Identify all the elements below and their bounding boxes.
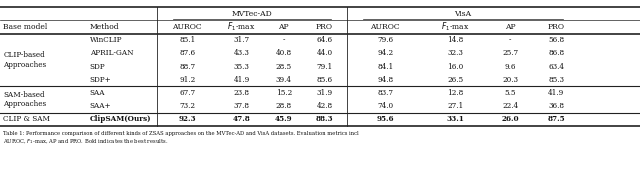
Text: CLIP-based
Approaches: CLIP-based Approaches <box>3 51 46 69</box>
Text: 35.3: 35.3 <box>234 63 250 71</box>
Text: 36.8: 36.8 <box>548 102 564 110</box>
Text: 64.6: 64.6 <box>316 36 333 44</box>
Text: AP: AP <box>505 23 516 31</box>
Text: 31.9: 31.9 <box>316 89 333 97</box>
Text: 31.7: 31.7 <box>234 36 250 44</box>
Text: PRO: PRO <box>548 23 564 31</box>
Text: 45.9: 45.9 <box>275 115 292 123</box>
Text: 20.3: 20.3 <box>502 76 518 84</box>
Text: 40.8: 40.8 <box>276 49 292 57</box>
Text: CLIP & SAM: CLIP & SAM <box>3 115 50 123</box>
Text: 83.7: 83.7 <box>378 89 394 97</box>
Text: 14.8: 14.8 <box>447 36 464 44</box>
Text: SDP: SDP <box>90 63 105 71</box>
Text: WinCLIP: WinCLIP <box>90 36 122 44</box>
Text: 86.8: 86.8 <box>548 49 564 57</box>
Text: -: - <box>509 36 511 44</box>
Text: 41.9: 41.9 <box>548 89 564 97</box>
Text: 33.1: 33.1 <box>447 115 465 123</box>
Text: $F_1$-max: $F_1$-max <box>442 21 470 33</box>
Text: 88.7: 88.7 <box>179 63 195 71</box>
Text: 92.3: 92.3 <box>179 115 196 123</box>
Text: 85.3: 85.3 <box>548 76 564 84</box>
Text: 73.2: 73.2 <box>179 102 195 110</box>
Text: SAA: SAA <box>90 89 105 97</box>
Text: 94.2: 94.2 <box>377 49 394 57</box>
Text: 9.6: 9.6 <box>505 63 516 71</box>
Text: 63.4: 63.4 <box>548 63 564 71</box>
Text: 32.3: 32.3 <box>448 49 463 57</box>
Text: Base model: Base model <box>3 23 47 31</box>
Text: 5.5: 5.5 <box>505 89 516 97</box>
Text: 26.0: 26.0 <box>502 115 519 123</box>
Text: 25.7: 25.7 <box>502 49 518 57</box>
Text: 15.2: 15.2 <box>276 89 292 97</box>
Text: 79.6: 79.6 <box>377 36 394 44</box>
Text: $F_1$-max: $F_1$-max <box>227 21 256 33</box>
Text: 27.1: 27.1 <box>447 102 464 110</box>
Text: 43.3: 43.3 <box>234 49 250 57</box>
Text: 87.5: 87.5 <box>547 115 565 123</box>
Text: -: - <box>283 36 285 44</box>
Text: 94.8: 94.8 <box>377 76 394 84</box>
Text: Table 1: Performance comparison of different kinds of ZSAS approaches on the MVT: Table 1: Performance comparison of diffe… <box>3 131 359 146</box>
Text: 79.1: 79.1 <box>316 63 333 71</box>
Text: 47.8: 47.8 <box>233 115 250 123</box>
Text: 91.2: 91.2 <box>179 76 195 84</box>
Text: 84.1: 84.1 <box>377 63 394 71</box>
Text: 44.0: 44.0 <box>316 49 333 57</box>
Text: 16.0: 16.0 <box>447 63 464 71</box>
Text: 95.6: 95.6 <box>376 115 394 123</box>
Text: SDP+: SDP+ <box>90 76 111 84</box>
Text: 74.0: 74.0 <box>377 102 394 110</box>
Text: ClipSAM(Ours): ClipSAM(Ours) <box>90 115 151 123</box>
Text: 85.6: 85.6 <box>316 76 333 84</box>
Text: VisA: VisA <box>454 10 472 18</box>
Text: 41.9: 41.9 <box>234 76 250 84</box>
Text: 56.8: 56.8 <box>548 36 564 44</box>
Text: Method: Method <box>90 23 119 31</box>
Text: 88.3: 88.3 <box>316 115 333 123</box>
Text: 42.8: 42.8 <box>316 102 333 110</box>
Text: PRO: PRO <box>316 23 333 31</box>
Text: 85.1: 85.1 <box>179 36 195 44</box>
Text: 28.5: 28.5 <box>276 63 292 71</box>
Text: 23.8: 23.8 <box>234 89 250 97</box>
Text: MVTec-AD: MVTec-AD <box>232 10 272 18</box>
Text: 26.5: 26.5 <box>447 76 464 84</box>
Text: 87.6: 87.6 <box>179 49 195 57</box>
Text: AUROC: AUROC <box>172 23 202 31</box>
Text: AP: AP <box>278 23 289 31</box>
Text: 28.8: 28.8 <box>276 102 292 110</box>
Text: 37.8: 37.8 <box>234 102 250 110</box>
Text: SAM-based
Approaches: SAM-based Approaches <box>3 91 46 108</box>
Text: 12.8: 12.8 <box>447 89 464 97</box>
Text: SAA+: SAA+ <box>90 102 111 110</box>
Text: 67.7: 67.7 <box>179 89 195 97</box>
Text: AUROC: AUROC <box>371 23 400 31</box>
Text: 39.4: 39.4 <box>276 76 292 84</box>
Text: 22.4: 22.4 <box>502 102 518 110</box>
Text: APRIL-GAN: APRIL-GAN <box>90 49 133 57</box>
